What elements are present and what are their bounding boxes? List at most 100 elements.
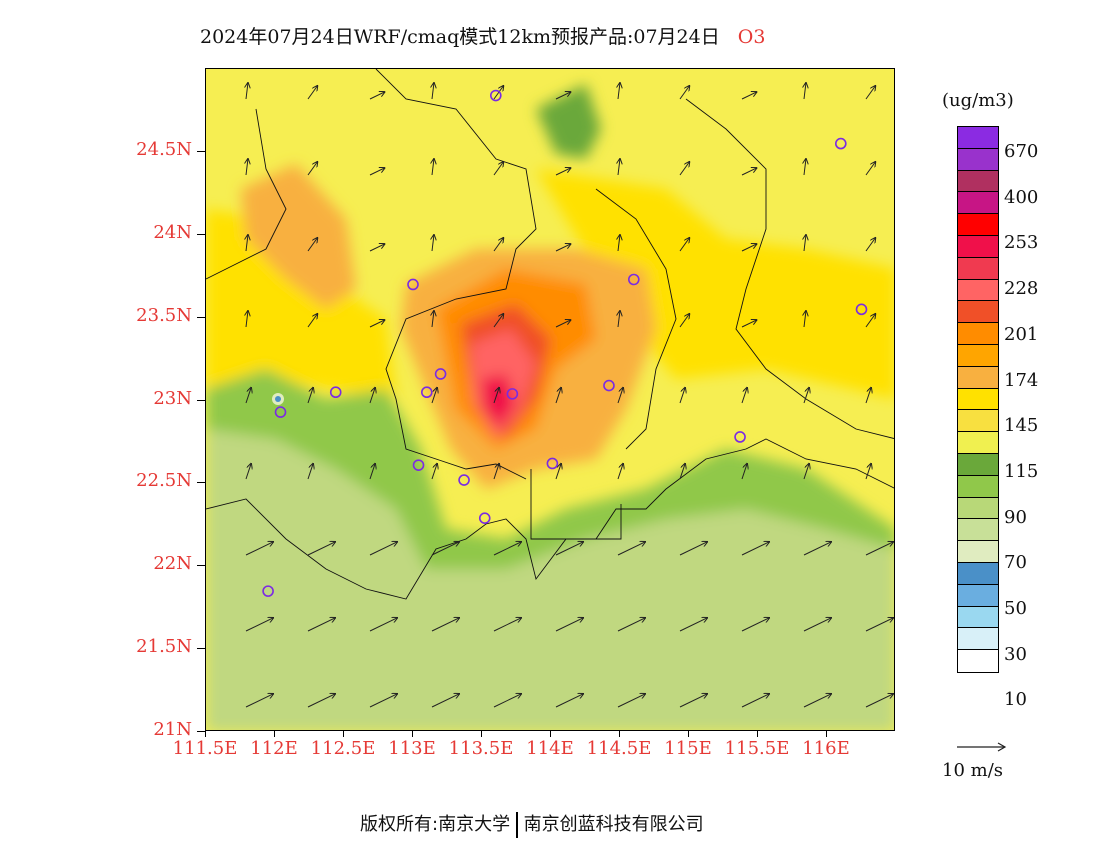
wind-vector [741,168,756,176]
wind-vector [618,159,620,176]
wind-vector [679,464,685,480]
legend-label: 10 [1004,689,1027,711]
wind-vector [555,168,570,176]
lat-tick [197,316,205,318]
footer-right: 南京创蓝科技有限公司 [523,814,704,835]
wind-vector [431,618,459,632]
legend-swatch [958,170,998,193]
species-label: O3 [737,26,766,48]
wind-vector [741,320,756,328]
forecast-map [205,68,895,731]
legend-swatch [958,388,998,411]
wind-vector [865,618,893,632]
wind-vector [432,235,434,252]
wind-vector [246,311,248,328]
wind-vector [555,464,561,480]
wind-vector [617,618,645,632]
wind-reference-label: 10 m/s [942,760,1003,781]
coastline [206,438,894,600]
station-marker [458,474,470,486]
wind-vector [493,694,521,708]
lon-tick [412,731,413,737]
lon-tick-label: 115E [664,738,712,759]
legend-unit: (ug/m3) [942,90,1014,111]
legend-swatch [958,475,998,498]
wind-vector [245,388,251,404]
legend-label: 30 [1004,643,1027,665]
wind-vector [431,388,437,404]
lon-tick-label: 112E [250,738,298,759]
legend-swatch [958,650,998,672]
station-marker [627,273,640,286]
lon-tick-label: 111.5E [172,738,238,759]
wind-vector [493,86,503,100]
color-legend [957,126,999,673]
wind-vector [679,238,689,252]
wind-vector [865,464,871,480]
legend-swatch [958,519,998,542]
wind-vector [369,694,397,708]
lon-tick [757,731,758,737]
station-marker [546,457,559,470]
lat-tick [197,399,205,401]
wind-vector [246,159,248,176]
wind-vector [679,388,685,404]
wind-vector [245,694,273,708]
legend-swatch [958,323,998,345]
legend-swatch [958,497,998,520]
legend-swatch [958,344,998,367]
wind-vector [865,238,875,252]
wind-vector [555,694,583,708]
footer-credit: 版权所有:南京大学 南京创蓝科技有限公司 [360,810,704,838]
wind-vector [803,542,831,556]
wind-vector [307,618,335,632]
wind-vector [679,314,689,328]
wind-vector [246,235,248,252]
wind-vector [369,244,384,252]
field-yellow-east [536,169,894,399]
wind-vector [307,388,313,404]
wind-vector [617,694,645,708]
low-value-core [275,396,281,402]
station-marker [329,386,342,399]
wind-vector [369,542,397,556]
lon-tick-label: 116E [802,738,850,759]
wind-vector [555,92,570,100]
field-green-north [536,84,601,159]
lon-tick [343,731,344,737]
wind-vector [679,618,707,632]
legend-label: 400 [1004,186,1039,208]
wind-vector [431,542,459,556]
lat-tick-label: 23N [153,387,192,409]
wind-vector [618,235,620,252]
wind-vector [431,694,459,708]
station-marker [489,89,502,102]
legend-label: 228 [1004,278,1039,300]
wind-vector [741,92,756,100]
lat-tick [197,482,205,484]
wind-vector [741,618,769,632]
wind-vector [307,238,317,252]
station-marker [478,512,491,524]
lon-tick-label: 114E [526,738,574,759]
station-marker [734,431,746,443]
lon-tick [688,731,689,737]
legend-swatch [958,628,998,651]
wind-vector [246,83,248,100]
wind-vector [555,320,570,328]
lon-tick [205,731,206,737]
lon-tick [481,731,482,737]
wind-vector [493,618,521,632]
wind-vector [369,168,384,176]
lon-tick [826,731,827,737]
station-marker [434,368,447,380]
province-boundary [375,69,537,480]
wind-vector [493,162,503,176]
wind-vector [369,92,384,100]
legend-label: 201 [1004,323,1039,345]
legend-label: 50 [1004,598,1027,619]
lon-tick-label: 115.5E [724,738,790,759]
station-marker [855,303,868,316]
wind-vector [245,618,273,632]
wind-vector [804,83,806,100]
